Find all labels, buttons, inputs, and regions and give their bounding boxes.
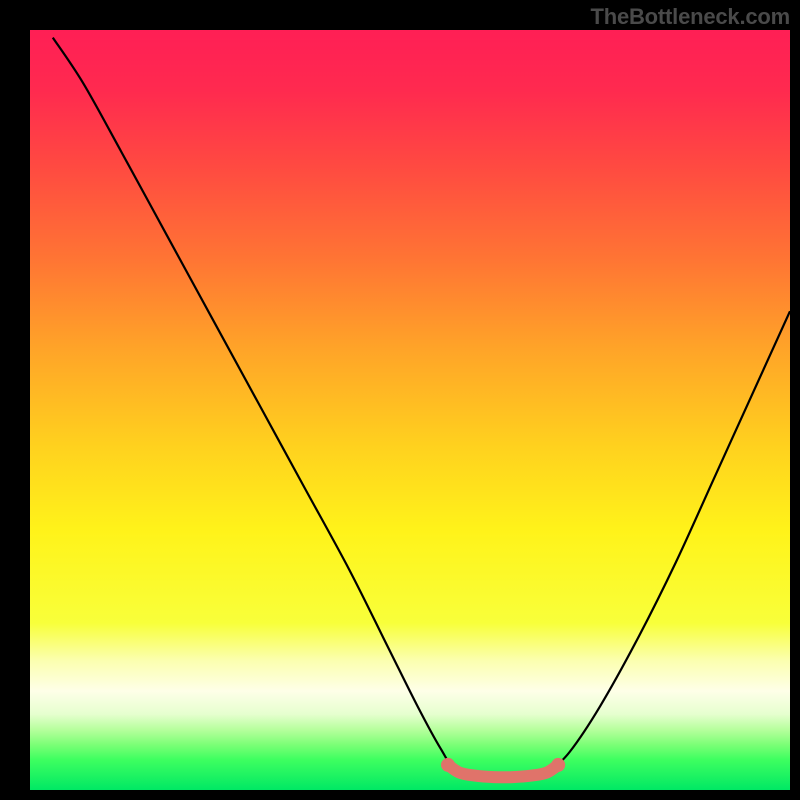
optimal-range-dot-right <box>551 758 565 772</box>
chart-svg <box>0 0 800 800</box>
chart-frame: TheBottleneck.com <box>0 0 800 800</box>
gradient-background <box>30 30 790 790</box>
watermark-text: TheBottleneck.com <box>590 4 790 30</box>
optimal-range-dot-left <box>441 758 455 772</box>
